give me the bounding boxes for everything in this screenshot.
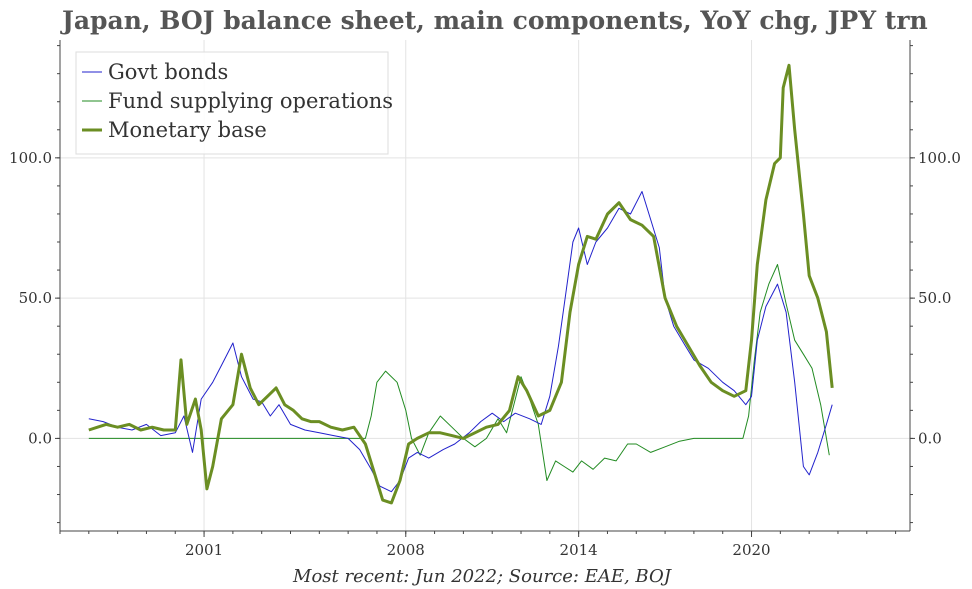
x-tick-label: 2001: [185, 541, 223, 559]
y-tick-label-right: 0.0: [918, 429, 942, 447]
legend: Govt bonds Fund supplying operations Monet…: [75, 51, 393, 155]
legend-label: Fund supplying operations: [108, 89, 393, 113]
tick-layer: 0.0 0.0 50.0 50.0 100.0 100.0 2001 2008 2014 2020: [9, 45, 961, 559]
x-tick-label: 2020: [732, 541, 770, 559]
axes: [59, 40, 911, 532]
source-caption: Most recent: Jun 2022; Source: EAE, BOJ: [292, 566, 673, 587]
chart-title: Japan, BOJ balance sheet, main component…: [62, 6, 928, 35]
series-line-monetary-base: [88, 63, 834, 505]
series-line-govt-bonds: [88, 191, 833, 493]
x-tick-label: 2014: [560, 541, 598, 559]
series-layer: [88, 63, 834, 505]
y-tick-label-right: 50.0: [918, 289, 951, 307]
y-tick-label-left: 50.0: [19, 289, 52, 307]
legend-label: Monetary base: [108, 118, 267, 142]
series-line-fund-supplying-operations: [88, 264, 830, 481]
x-tick-label: 2008: [387, 541, 425, 559]
y-tick-label-left: 100.0: [9, 149, 52, 167]
legend-box: [75, 51, 389, 155]
y-tick-label-right: 100.0: [918, 149, 961, 167]
legend-label: Govt bonds: [108, 60, 228, 84]
y-tick-label-left: 0.0: [28, 429, 52, 447]
